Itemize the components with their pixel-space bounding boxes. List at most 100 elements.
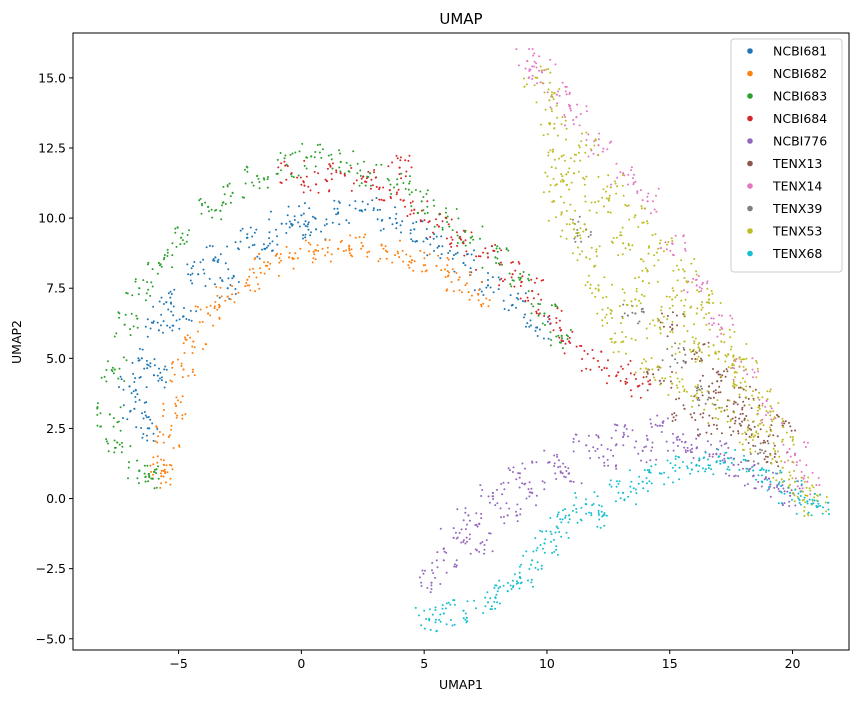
- data-point: [313, 170, 316, 173]
- data-point: [555, 525, 558, 528]
- data-point: [467, 291, 470, 294]
- data-point: [741, 420, 743, 423]
- data-point: [800, 479, 803, 482]
- data-point: [577, 144, 580, 147]
- data-point: [639, 302, 642, 305]
- data-point: [675, 371, 678, 374]
- data-point: [399, 159, 402, 162]
- data-point: [189, 336, 192, 339]
- data-point: [739, 381, 742, 384]
- data-point: [693, 340, 696, 343]
- data-point: [611, 317, 613, 319]
- data-point: [598, 513, 600, 516]
- data-point: [631, 311, 634, 314]
- data-point: [585, 512, 588, 515]
- data-point: [494, 256, 497, 259]
- y-tick-label: 2.5: [46, 421, 66, 436]
- data-point: [482, 294, 485, 296]
- data-point: [549, 122, 552, 125]
- data-point: [672, 481, 674, 484]
- data-point: [254, 290, 257, 293]
- data-point: [772, 442, 775, 445]
- data-point: [363, 236, 365, 239]
- data-point: [639, 367, 642, 370]
- data-point: [283, 157, 286, 160]
- data-point: [154, 440, 157, 443]
- data-point: [793, 480, 797, 483]
- data-point: [407, 264, 410, 267]
- y-axis-label: UMAP2: [9, 320, 24, 364]
- series-ncbi681: [118, 197, 552, 442]
- data-point: [551, 200, 554, 203]
- data-point: [676, 324, 678, 327]
- y-tick-label: −2.5: [36, 561, 66, 576]
- data-point: [431, 561, 434, 564]
- data-point: [715, 424, 718, 427]
- data-point: [762, 452, 765, 455]
- data-point: [730, 345, 733, 348]
- data-point: [540, 69, 543, 72]
- data-point: [276, 158, 279, 161]
- data-point: [746, 429, 749, 432]
- data-point: [170, 310, 173, 313]
- data-point: [741, 406, 744, 409]
- data-point: [633, 173, 635, 176]
- data-point: [205, 246, 208, 249]
- x-tick-label: 5: [420, 656, 428, 671]
- data-point: [419, 249, 422, 252]
- data-point: [649, 383, 652, 386]
- data-point: [724, 461, 726, 464]
- data-point: [568, 518, 571, 521]
- legend-entry: TENX53: [747, 224, 822, 239]
- data-point: [284, 154, 287, 157]
- data-point: [617, 254, 620, 257]
- data-point: [450, 242, 453, 245]
- data-point: [789, 474, 792, 477]
- data-point: [701, 391, 703, 394]
- data-point: [691, 405, 693, 408]
- data-point: [622, 194, 625, 197]
- data-point: [549, 517, 552, 519]
- data-point: [395, 154, 398, 157]
- data-point: [409, 255, 412, 258]
- data-point: [731, 417, 734, 420]
- data-point: [502, 481, 505, 484]
- data-point: [602, 205, 605, 208]
- data-point: [340, 239, 343, 242]
- data-point: [374, 176, 377, 179]
- data-point: [675, 414, 678, 417]
- data-point: [621, 288, 624, 291]
- data-point: [520, 581, 523, 584]
- data-point: [555, 478, 558, 480]
- data-point: [290, 172, 293, 175]
- data-point: [631, 429, 634, 432]
- data-point: [593, 144, 596, 147]
- data-point: [565, 470, 568, 472]
- data-point: [110, 368, 113, 371]
- data-point: [241, 227, 244, 230]
- data-point: [528, 279, 530, 282]
- x-axis: −5 0 5 10 15 20: [169, 650, 801, 671]
- data-point: [547, 151, 550, 154]
- data-point: [557, 466, 560, 469]
- data-point: [671, 328, 673, 331]
- data-point: [692, 277, 695, 280]
- data-point: [337, 247, 340, 250]
- data-point: [658, 472, 662, 475]
- data-point: [100, 376, 103, 379]
- data-point: [670, 237, 673, 240]
- data-point: [724, 472, 727, 475]
- data-point: [757, 396, 760, 399]
- data-point: [366, 175, 369, 178]
- data-point: [816, 500, 819, 503]
- data-point: [778, 490, 781, 493]
- data-point: [106, 360, 109, 363]
- data-point: [610, 309, 613, 312]
- data-point: [326, 167, 329, 170]
- data-point: [789, 425, 792, 428]
- data-point: [527, 290, 530, 293]
- data-point: [549, 149, 552, 152]
- data-point: [369, 172, 372, 175]
- data-point: [560, 155, 563, 158]
- data-point: [610, 341, 613, 343]
